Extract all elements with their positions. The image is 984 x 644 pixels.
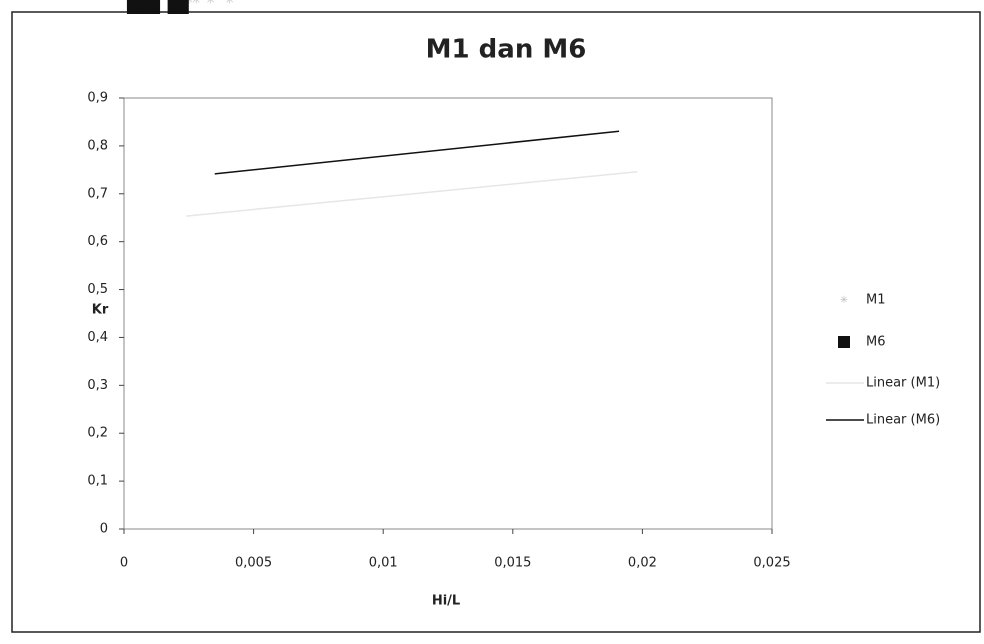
x-tick-label: 0,005 bbox=[235, 556, 272, 571]
legend-label: Linear (M6) bbox=[866, 413, 940, 428]
point bbox=[174, 0, 189, 14]
x-axis-label: Hi/L bbox=[432, 594, 460, 609]
legend-marker bbox=[838, 336, 850, 348]
point: ✳ bbox=[191, 0, 201, 7]
point: ✳ bbox=[225, 0, 235, 7]
x-tick-label: 0 bbox=[120, 556, 128, 571]
legend-label: M6 bbox=[866, 335, 886, 350]
x-tick-label: 0,015 bbox=[494, 556, 531, 571]
y-tick-label: 0,1 bbox=[87, 474, 108, 489]
y-tick-label: 0,9 bbox=[87, 91, 108, 106]
legend-marker: ✳ bbox=[840, 295, 848, 306]
trendline bbox=[214, 130, 620, 175]
point bbox=[126, 0, 141, 14]
point: ✳ bbox=[206, 0, 216, 7]
trendline bbox=[186, 171, 638, 217]
plot-area bbox=[123, 97, 773, 530]
y-tick-label: 0,2 bbox=[87, 426, 108, 441]
y-tick-label: 0,6 bbox=[87, 234, 108, 249]
point bbox=[143, 0, 158, 14]
y-axis-label: Kr bbox=[92, 303, 109, 318]
legend-label: M1 bbox=[866, 293, 886, 308]
y-tick-label: 0,8 bbox=[87, 138, 108, 153]
chart-frame bbox=[11, 11, 981, 633]
y-tick-label: 0 bbox=[100, 522, 108, 537]
point: ✳ bbox=[184, 0, 194, 7]
legend-label: Linear (M1) bbox=[866, 376, 940, 391]
x-tick-label: 0,02 bbox=[628, 556, 657, 571]
x-tick-label: 0,025 bbox=[753, 556, 790, 571]
y-tick-label: 0,3 bbox=[87, 378, 108, 393]
y-tick-label: 0,7 bbox=[87, 186, 108, 201]
y-tick-label: 0,5 bbox=[87, 282, 108, 297]
x-tick-label: 0,01 bbox=[369, 556, 398, 571]
y-tick-label: 0,4 bbox=[87, 330, 108, 345]
chart-title: M1 dan M6 bbox=[426, 35, 587, 65]
